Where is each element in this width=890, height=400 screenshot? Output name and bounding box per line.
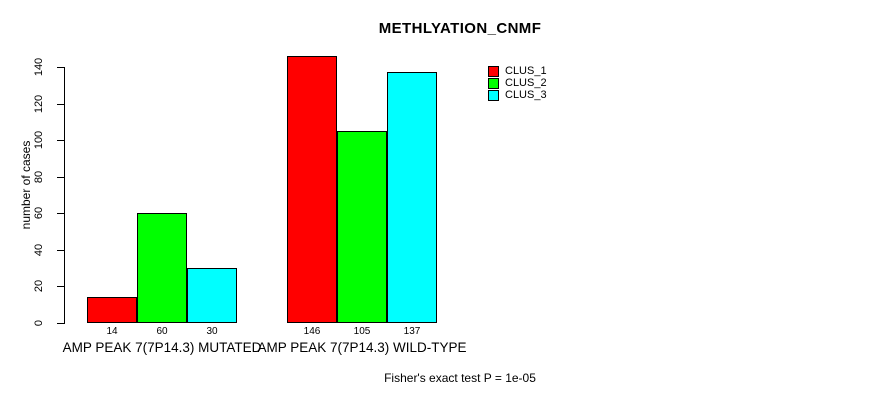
y-tick-mark bbox=[57, 323, 64, 324]
y-axis-title: number of cases bbox=[19, 140, 33, 230]
y-tick-label: 40 bbox=[33, 243, 45, 256]
chart-title: METHLYATION_CNMF bbox=[378, 20, 542, 37]
bar-clus-2 bbox=[337, 131, 387, 323]
y-tick-mark bbox=[57, 140, 64, 142]
y-tick-label: 20 bbox=[33, 280, 45, 293]
y-axis-line bbox=[64, 67, 65, 324]
y-tick-mark bbox=[57, 176, 64, 178]
legend-swatch-clus-2 bbox=[488, 78, 499, 89]
bar-clus-1 bbox=[87, 297, 137, 323]
legend-label: CLUS_1 bbox=[505, 65, 547, 77]
y-tick-label: 140 bbox=[33, 57, 45, 77]
bar-value-label: 14 bbox=[106, 326, 118, 337]
bar-value-label: 30 bbox=[206, 326, 218, 337]
bar-value-label: 105 bbox=[353, 326, 371, 337]
category-label: AMP PEAK 7(7P14.3) MUTATED bbox=[62, 340, 262, 355]
category-label: AMP PEAK 7(7P14.3) WILD-TYPE bbox=[257, 340, 467, 355]
stat-annotation: Fisher's exact test P = 1e-05 bbox=[384, 371, 536, 385]
y-tick-label: 60 bbox=[33, 207, 45, 220]
legend-label: CLUS_3 bbox=[505, 89, 547, 101]
y-tick-label: 100 bbox=[33, 130, 45, 150]
y-tick-label: 120 bbox=[33, 94, 45, 113]
y-tick-mark bbox=[57, 286, 64, 288]
y-tick-mark bbox=[57, 67, 64, 68]
y-tick-mark bbox=[57, 103, 64, 105]
bar-clus-3 bbox=[187, 268, 237, 323]
legend-swatch-clus-1 bbox=[488, 66, 499, 77]
y-tick-label: 0 bbox=[33, 319, 45, 327]
bar-value-label: 146 bbox=[303, 326, 321, 337]
bar-value-label: 60 bbox=[156, 326, 168, 337]
legend-label: CLUS_2 bbox=[505, 77, 547, 89]
bar-clus-2 bbox=[137, 213, 187, 323]
y-tick-label: 80 bbox=[33, 170, 45, 183]
bar-value-label: 137 bbox=[403, 326, 421, 337]
y-tick-mark bbox=[57, 213, 64, 215]
legend-swatch-clus-3 bbox=[488, 90, 499, 101]
y-tick-mark bbox=[57, 249, 64, 251]
bar-clus-1 bbox=[287, 56, 337, 323]
bar-clus-3 bbox=[387, 72, 437, 323]
